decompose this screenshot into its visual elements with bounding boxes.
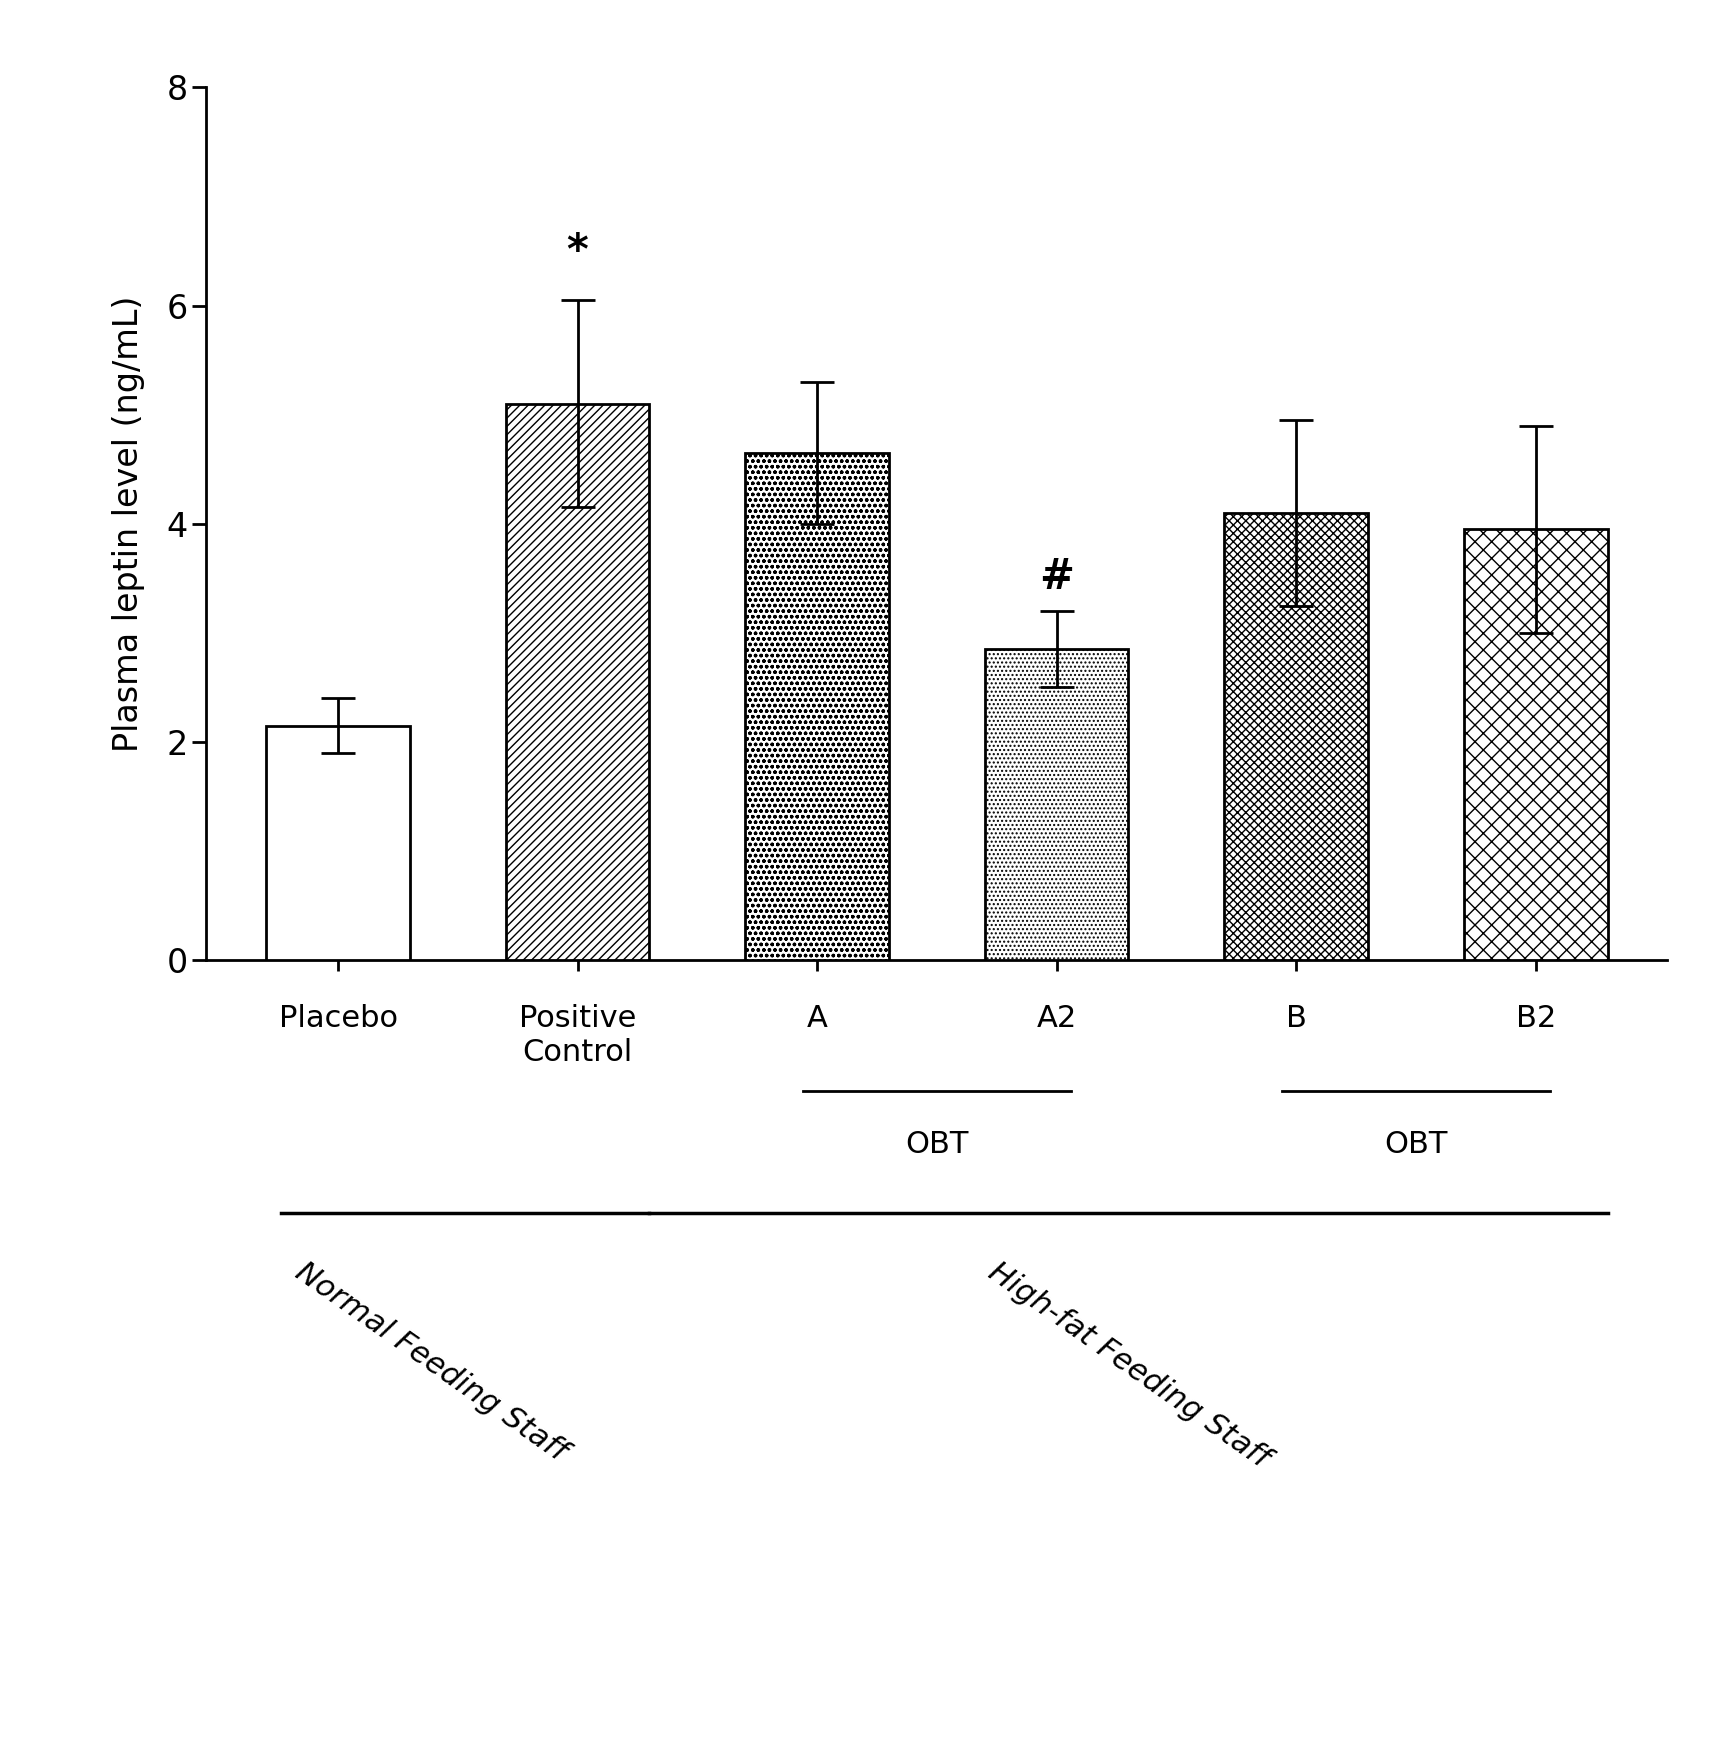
Bar: [1465, 529, 1607, 960]
Text: Placebo: Placebo: [278, 1004, 397, 1034]
Y-axis label: Plasma leptin level (ng/mL): Plasma leptin level (ng/mL): [112, 295, 146, 753]
Bar: [266, 726, 409, 960]
Text: High-fat Feeding Staff: High-fat Feeding Staff: [983, 1257, 1274, 1474]
Bar: [1224, 513, 1368, 960]
Bar: [505, 403, 650, 960]
Text: Positive
Control: Positive Control: [519, 1004, 636, 1067]
Text: OBT: OBT: [1384, 1130, 1447, 1159]
Text: B: B: [1286, 1004, 1306, 1034]
Text: B2: B2: [1516, 1004, 1556, 1034]
Bar: [746, 452, 889, 960]
Text: #: #: [1038, 555, 1074, 597]
Text: A2: A2: [1037, 1004, 1076, 1034]
Text: Normal Feeding Staff: Normal Feeding Staff: [291, 1257, 571, 1467]
Text: A: A: [806, 1004, 827, 1034]
Bar: [985, 650, 1128, 960]
Text: *: *: [567, 230, 588, 272]
Text: OBT: OBT: [906, 1130, 968, 1159]
